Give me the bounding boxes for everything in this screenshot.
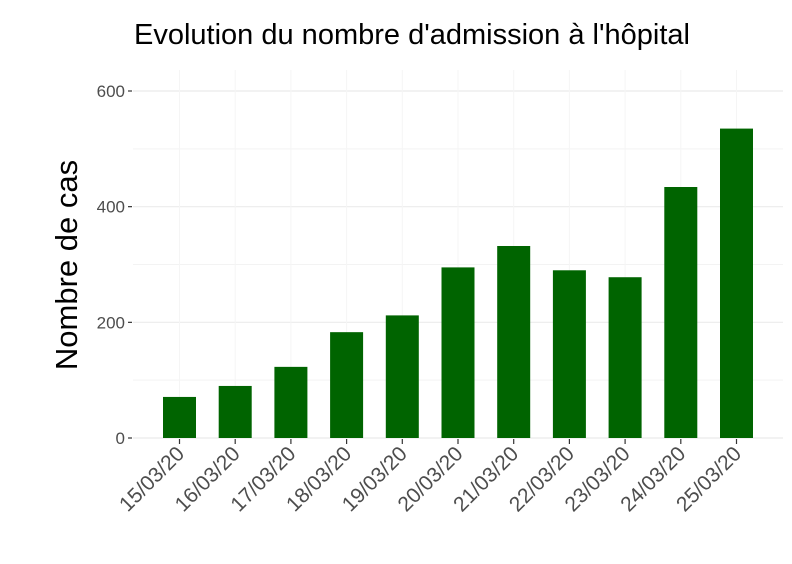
bar-25-03-20 bbox=[720, 128, 753, 438]
bar-19-03-20 bbox=[385, 315, 419, 438]
bar-21-03-20 bbox=[497, 245, 531, 438]
x-axis: 15/03/2016/03/2017/03/2018/03/2019/03/20… bbox=[115, 439, 746, 516]
bar-17-03-20 bbox=[274, 366, 308, 438]
bar-24-03-20 bbox=[664, 187, 698, 438]
bar-16-03-20 bbox=[218, 385, 252, 438]
bars bbox=[163, 128, 753, 438]
chart-title: Evolution du nombre d'admission à l'hôpi… bbox=[134, 19, 690, 51]
bar-15-03-20 bbox=[163, 396, 196, 438]
bar-20-03-20 bbox=[441, 267, 475, 438]
bar-23-03-20 bbox=[608, 277, 642, 438]
y-tick-label: 600 bbox=[97, 82, 125, 101]
y-tick-label: 0 bbox=[116, 429, 125, 448]
bar-18-03-20 bbox=[330, 332, 364, 438]
y-tick-label: 400 bbox=[97, 198, 125, 217]
y-axis-label: Nombre de cas bbox=[49, 160, 84, 370]
y-axis: 0 200 400 600 bbox=[97, 82, 132, 448]
y-tick-label: 200 bbox=[97, 313, 125, 332]
bar-22-03-20 bbox=[552, 270, 586, 438]
